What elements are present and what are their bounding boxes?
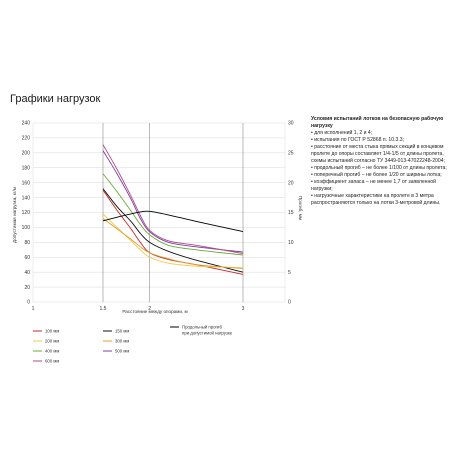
x-tick-label: 1.5 — [100, 306, 107, 312]
test-condition-item: • испытания по ГОСТ Р 52868 п. 10.3.3; — [311, 137, 404, 143]
y-tick-label: 140 — [22, 195, 31, 201]
series-line — [102, 189, 244, 275]
y2-tick-label: 25 — [288, 151, 294, 157]
y-tick-label: 20 — [24, 285, 30, 291]
series-line — [102, 210, 244, 233]
series-line — [102, 218, 244, 269]
test-condition-item: • коэффициент запаса – не менее 1,7 от з… — [311, 179, 436, 192]
chart-legend: 100 мм 150 мм 200 мм 300 мм 400 мм 500 мм 600 … — [33, 325, 233, 364]
test-condition-item: • расстояние от места стыка прямых секци… — [311, 144, 445, 164]
series-line — [102, 188, 244, 273]
series-line — [102, 173, 244, 256]
series-line — [102, 150, 244, 253]
legend-label: Продольный прогиб при допустимой нагрузке — [182, 325, 233, 336]
legend-label: 150 мм — [115, 329, 129, 334]
chart-series — [102, 144, 244, 275]
y-tick-label: 40 — [24, 270, 30, 276]
y-tick-label: 180 — [22, 165, 31, 171]
test-conditions-list: • для исполнений 1, 2 и 4; • испытания по… — [311, 130, 451, 207]
y2-tick-label: 30 — [288, 121, 294, 127]
legend-label: 300 мм — [115, 339, 129, 344]
legend-label: 400 мм — [45, 349, 59, 354]
x-tick-label: 1 — [32, 306, 35, 312]
test-condition-item: • поперечный прогиб – не более 1/20 от ш… — [311, 172, 442, 178]
series-line — [102, 144, 244, 254]
y-tick-label: 100 — [22, 225, 31, 231]
x-tick-label: 3 — [242, 306, 245, 312]
y2-tick-label: 20 — [288, 180, 294, 186]
legend-label: 500 мм — [115, 349, 129, 354]
y2-tick-label: 10 — [288, 240, 294, 246]
y-tick-label: 60 — [24, 255, 30, 261]
legend-label: 200 мм — [45, 339, 59, 344]
x-tick-label: 2 — [148, 306, 151, 312]
y-tick-label: 220 — [22, 136, 31, 142]
y-tick-label: 240 — [22, 121, 31, 127]
test-condition-item: • продольный прогиб – не более 1/100 от … — [311, 165, 447, 171]
y-tick-label: 80 — [24, 240, 30, 246]
test-condition-item: • для исполнений 1, 2 и 4; — [311, 130, 373, 136]
chart-ticks: 0204060801001201401601802002202400510152… — [22, 121, 294, 312]
legend-label: 100 мм — [45, 329, 59, 334]
y2-tick-label: 5 — [288, 270, 291, 276]
y2-axis-label: Прогиб, мм — [298, 196, 303, 220]
page-title: Графики нагрузок — [10, 93, 101, 105]
test-conditions: Условия испытаний лотков на безопасную р… — [311, 116, 451, 207]
y-tick-label: 160 — [22, 180, 31, 186]
y-tick-label: 0 — [27, 300, 30, 306]
test-conditions-title: Условия испытаний лотков на безопасную р… — [311, 116, 444, 129]
x-axis-label: Расстояние между опорами, м — [122, 309, 187, 314]
y2-tick-label: 15 — [288, 210, 294, 216]
legend-label: 600 мм — [45, 359, 59, 364]
series-line — [102, 213, 244, 269]
y-axis-label: Допустимая нагрузка, кг/м — [12, 187, 17, 243]
y-tick-label: 200 — [22, 151, 31, 157]
y2-tick-label: 0 — [288, 300, 291, 306]
y-tick-label: 120 — [22, 210, 31, 216]
test-condition-item: • нагрузочные характеристики на пролете … — [311, 193, 441, 206]
